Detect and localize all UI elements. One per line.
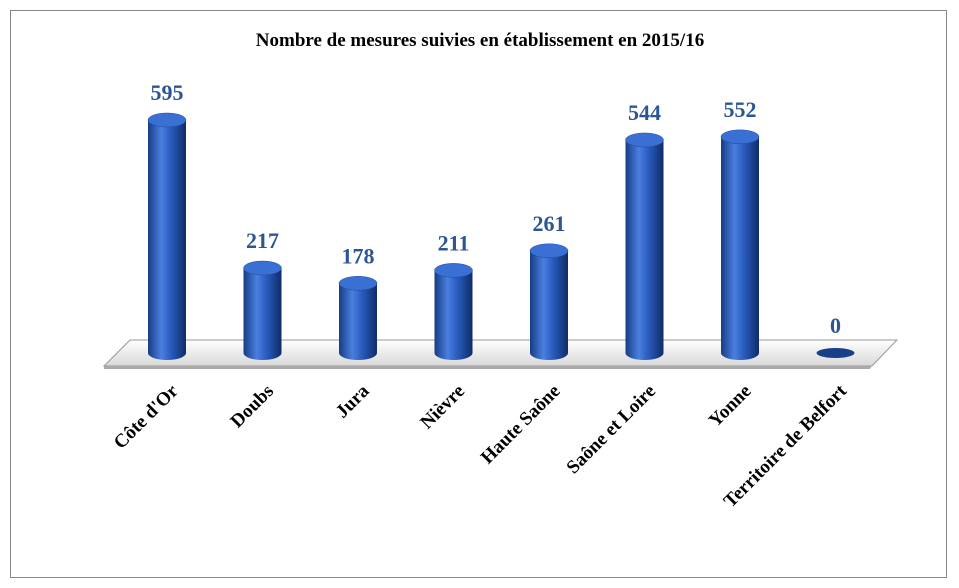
value-label: 211: [438, 230, 470, 255]
bar: [625, 139, 664, 360]
bar: [148, 120, 186, 360]
bar-top: [720, 129, 760, 145]
value-label: 552: [724, 97, 757, 122]
value-label: 595: [151, 80, 184, 105]
bar: [434, 270, 473, 360]
value-label: 261: [533, 211, 566, 236]
bar-top: [338, 276, 378, 291]
bar: [530, 250, 568, 360]
chart-title: Nombre de mesures suivies en établisseme…: [256, 30, 704, 51]
bar-top: [434, 263, 473, 278]
bar-top: [625, 132, 664, 148]
bar-top: [243, 260, 282, 276]
bar: [816, 348, 855, 358]
value-label: 178: [342, 243, 375, 268]
bar-top: [529, 243, 569, 259]
floor-edge: [104, 366, 872, 369]
bar: [339, 283, 377, 360]
value-label: 217: [246, 228, 279, 253]
value-label: 544: [628, 100, 661, 125]
bar-top: [147, 112, 187, 128]
value-label: 0: [830, 313, 841, 338]
bar: [243, 268, 282, 360]
bar: [721, 136, 759, 360]
floor: [102, 339, 899, 367]
